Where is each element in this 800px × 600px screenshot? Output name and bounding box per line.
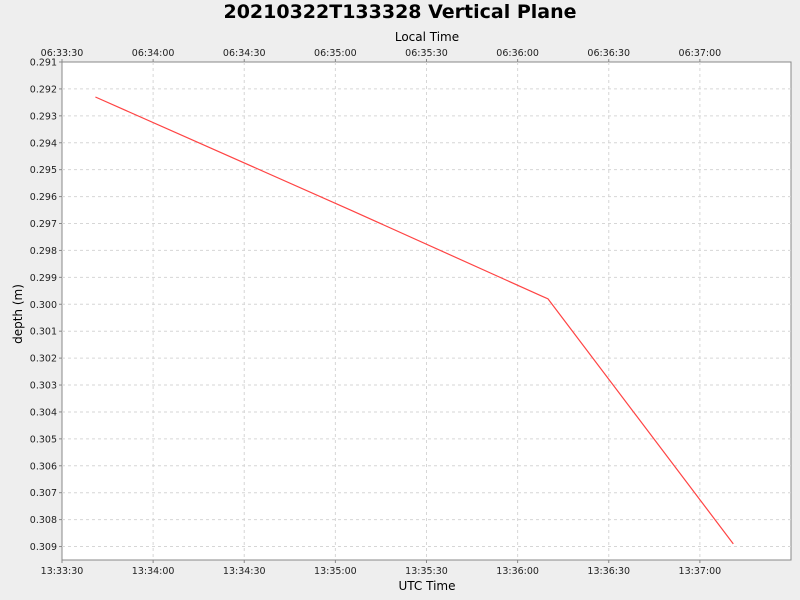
y-tick-label: 0.303 (30, 381, 57, 392)
x-tick-label: 13:34:30 (223, 566, 266, 577)
x2-tick-label: 06:34:00 (132, 48, 175, 59)
x-tick-label: 13:36:00 (496, 566, 539, 577)
x-tick-label: 13:37:00 (679, 566, 722, 577)
y-tick-label: 0.305 (30, 434, 57, 445)
y-tick-label: 0.296 (30, 192, 57, 203)
x2-axis-label: Local Time (395, 30, 459, 44)
y-tick-label: 0.297 (30, 219, 57, 230)
x-tick-label: 13:35:30 (405, 566, 448, 577)
y-tick-label: 0.308 (30, 515, 57, 526)
x-tick-label: 13:36:30 (587, 566, 630, 577)
x2-tick-label: 06:37:00 (679, 48, 722, 59)
x-tick-label: 13:35:00 (314, 566, 357, 577)
x2-tick-label: 06:33:30 (41, 48, 84, 59)
x-tick-label: 13:33:30 (41, 566, 84, 577)
y-tick-label: 0.306 (30, 461, 57, 472)
y-tick-label: 0.299 (30, 273, 57, 284)
chart-title: 20210322T133328 Vertical Plane (223, 1, 576, 23)
y-tick-label: 0.292 (30, 84, 57, 95)
depth-series-line (95, 96, 734, 545)
y-tick-label: 0.302 (30, 354, 57, 365)
y-tick-label: 0.304 (30, 407, 57, 418)
y-tick-label: 0.300 (30, 300, 57, 311)
y-tick-label: 0.291 (30, 58, 57, 69)
x-axis-label: UTC Time (399, 579, 456, 593)
y-tick-label: 0.294 (30, 138, 57, 149)
y-tick-label: 0.298 (30, 246, 57, 257)
y-tick-label: 0.307 (30, 488, 57, 499)
ticks: 13:33:30 13:34:00 13:34:30 13:35:00 13:35:30… (30, 48, 721, 577)
x2-tick-label: 06:34:30 (223, 48, 266, 59)
y-axis-label: depth (m) (11, 284, 25, 344)
x-tick-label: 13:34:00 (132, 566, 175, 577)
grid (62, 62, 791, 560)
x2-tick-label: 06:35:00 (314, 48, 357, 59)
x2-tick-label: 06:36:00 (496, 48, 539, 59)
x2-tick-label: 06:35:30 (405, 48, 448, 59)
y-tick-label: 0.293 (30, 111, 57, 122)
y-tick-label: 0.301 (30, 327, 57, 338)
x2-tick-label: 06:36:30 (587, 48, 630, 59)
y-tick-label: 0.309 (30, 542, 57, 553)
series (95, 96, 734, 545)
y-tick-label: 0.295 (30, 165, 57, 176)
